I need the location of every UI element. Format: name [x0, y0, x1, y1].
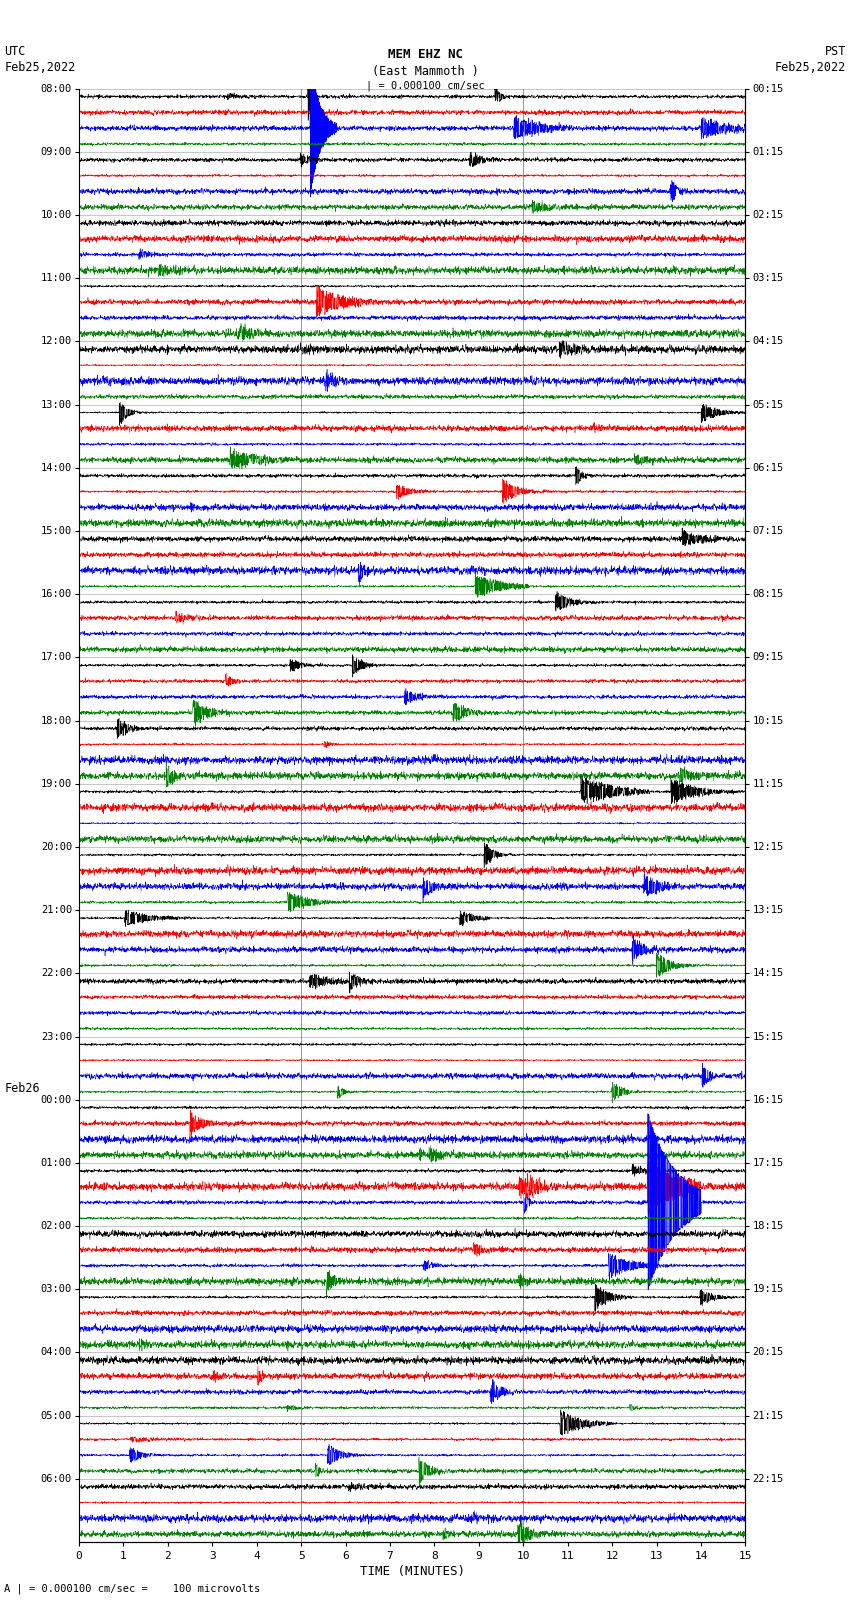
- Text: (East Mammoth ): (East Mammoth ): [371, 65, 479, 77]
- X-axis label: TIME (MINUTES): TIME (MINUTES): [360, 1565, 465, 1578]
- Text: PST: PST: [824, 45, 846, 58]
- Text: | = 0.000100 cm/sec: | = 0.000100 cm/sec: [366, 81, 484, 92]
- Text: Feb25,2022: Feb25,2022: [774, 61, 846, 74]
- Text: UTC: UTC: [4, 45, 26, 58]
- Text: Feb26: Feb26: [4, 1082, 40, 1095]
- Text: A | = 0.000100 cm/sec =    100 microvolts: A | = 0.000100 cm/sec = 100 microvolts: [4, 1582, 260, 1594]
- Text: Feb25,2022: Feb25,2022: [4, 61, 76, 74]
- Text: MEM EHZ NC: MEM EHZ NC: [388, 48, 462, 61]
